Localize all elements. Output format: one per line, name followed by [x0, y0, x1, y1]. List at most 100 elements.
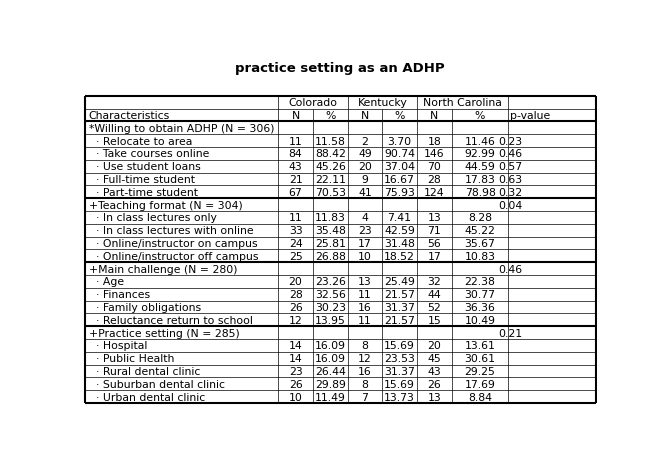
Text: N: N	[430, 111, 438, 121]
Text: 22.11: 22.11	[315, 175, 346, 185]
Text: Colorado: Colorado	[288, 98, 337, 108]
Text: · Online/instructor off campus: · Online/instructor off campus	[89, 251, 258, 261]
Text: · Full-time student: · Full-time student	[89, 175, 194, 185]
Text: · In class lectures with online: · In class lectures with online	[89, 226, 253, 236]
Text: 17: 17	[358, 238, 372, 248]
Text: 26.88: 26.88	[315, 251, 346, 261]
Text: 11: 11	[358, 290, 372, 299]
Text: +Practice setting (N = 285): +Practice setting (N = 285)	[89, 328, 239, 338]
Text: +Main challenge (N = 280): +Main challenge (N = 280)	[89, 264, 237, 274]
Text: +Teaching format (N = 304): +Teaching format (N = 304)	[89, 200, 242, 210]
Text: 37.04: 37.04	[384, 162, 415, 172]
Text: 71: 71	[428, 226, 441, 236]
Text: 67: 67	[288, 187, 302, 197]
Text: 10: 10	[288, 392, 302, 402]
Text: Characteristics: Characteristics	[89, 111, 170, 121]
Text: 30.77: 30.77	[465, 290, 495, 299]
Text: 3.70: 3.70	[387, 136, 412, 147]
Text: %: %	[326, 111, 335, 121]
Text: 17.83: 17.83	[465, 175, 495, 185]
Text: · Suburban dental clinic: · Suburban dental clinic	[89, 379, 225, 389]
Text: 14: 14	[288, 341, 302, 351]
Text: · Age: · Age	[89, 277, 124, 287]
Text: 0.63: 0.63	[499, 175, 522, 185]
Text: 17.69: 17.69	[465, 379, 495, 389]
Text: 90.74: 90.74	[384, 149, 415, 159]
Text: 13.73: 13.73	[384, 392, 415, 402]
Text: 31.37: 31.37	[384, 303, 415, 313]
Text: 0.04: 0.04	[499, 200, 522, 210]
Text: 21: 21	[288, 175, 302, 185]
Text: 44.59: 44.59	[465, 162, 495, 172]
Text: 8: 8	[361, 341, 369, 351]
Text: · Urban dental clinic: · Urban dental clinic	[89, 392, 205, 402]
Text: 13.95: 13.95	[315, 315, 346, 325]
Text: 11.83: 11.83	[315, 213, 346, 223]
Text: 10: 10	[358, 251, 372, 261]
Text: 28: 28	[428, 175, 441, 185]
Text: 24: 24	[288, 238, 302, 248]
Text: 16.09: 16.09	[315, 354, 346, 364]
Text: 0.21: 0.21	[499, 328, 522, 338]
Text: 18.52: 18.52	[384, 251, 415, 261]
Text: %: %	[475, 111, 485, 121]
Text: 43: 43	[428, 366, 441, 376]
Text: 88.42: 88.42	[315, 149, 346, 159]
Text: Kentucky: Kentucky	[357, 98, 407, 108]
Text: 124: 124	[424, 187, 445, 197]
Text: 8.28: 8.28	[468, 213, 492, 223]
Text: 9: 9	[361, 175, 369, 185]
Text: 26.44: 26.44	[315, 366, 346, 376]
Text: 92.99: 92.99	[465, 149, 495, 159]
Text: 16: 16	[358, 303, 372, 313]
Text: · Online/instructor on campus: · Online/instructor on campus	[89, 238, 257, 248]
Text: · Use student loans: · Use student loans	[89, 162, 200, 172]
Text: 49: 49	[358, 149, 372, 159]
Text: 29.89: 29.89	[315, 379, 346, 389]
Text: 7.41: 7.41	[387, 213, 411, 223]
Text: 31.48: 31.48	[384, 238, 415, 248]
Text: 0.32: 0.32	[499, 187, 522, 197]
Text: · In class lectures only: · In class lectures only	[89, 213, 216, 223]
Text: 20: 20	[428, 341, 442, 351]
Text: 14: 14	[288, 354, 302, 364]
Text: 26: 26	[288, 303, 302, 313]
Text: 146: 146	[424, 149, 445, 159]
Text: 0.57: 0.57	[499, 162, 522, 172]
Text: · Finances: · Finances	[89, 290, 150, 299]
Text: 13.61: 13.61	[465, 341, 495, 351]
Text: 45: 45	[428, 354, 441, 364]
Text: 84: 84	[288, 149, 302, 159]
Text: 26: 26	[288, 379, 302, 389]
Text: 8: 8	[361, 379, 369, 389]
Text: 11.49: 11.49	[315, 392, 346, 402]
Text: North Carolina: North Carolina	[423, 98, 502, 108]
Text: 13: 13	[428, 392, 441, 402]
Text: 23.53: 23.53	[384, 354, 415, 364]
Text: 26: 26	[428, 379, 441, 389]
Text: 32.56: 32.56	[315, 290, 346, 299]
Text: 10.83: 10.83	[465, 251, 495, 261]
Text: 12: 12	[358, 354, 372, 364]
Text: 16.67: 16.67	[384, 175, 415, 185]
Text: %: %	[394, 111, 404, 121]
Text: 2: 2	[361, 136, 369, 147]
Text: p-value: p-value	[511, 111, 551, 121]
Text: 35.67: 35.67	[465, 238, 495, 248]
Text: 42.59: 42.59	[384, 226, 415, 236]
Text: N: N	[361, 111, 369, 121]
Text: · Part-time student: · Part-time student	[89, 187, 198, 197]
Text: 18: 18	[428, 136, 441, 147]
Text: 52: 52	[428, 303, 441, 313]
Text: 8.84: 8.84	[468, 392, 492, 402]
Text: 11: 11	[358, 315, 372, 325]
Text: 23.26: 23.26	[315, 277, 346, 287]
Text: 36.36: 36.36	[465, 303, 495, 313]
Text: 23: 23	[288, 366, 302, 376]
Text: 75.93: 75.93	[384, 187, 415, 197]
Text: 21.57: 21.57	[384, 315, 415, 325]
Text: · Hospital: · Hospital	[89, 341, 147, 351]
Text: 23: 23	[358, 226, 372, 236]
Text: 35.48: 35.48	[315, 226, 346, 236]
Text: 15: 15	[428, 315, 441, 325]
